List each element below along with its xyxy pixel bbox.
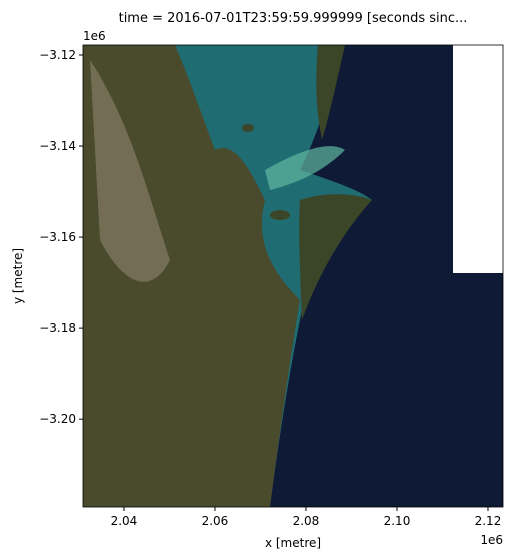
y-tick-label: −3.20: [39, 412, 76, 426]
y-tick-label: −3.18: [39, 321, 76, 335]
satellite-image: [83, 45, 503, 507]
x-tick-label: 2.12: [475, 514, 502, 528]
x-tick-label: 2.08: [293, 514, 320, 528]
y-tick-label: −3.12: [39, 48, 76, 62]
chart-title: time = 2016-07-01T23:59:59.999999 [secon…: [119, 11, 468, 26]
y-axis-label: y [metre]: [11, 248, 25, 304]
x-tick-label: 2.04: [111, 514, 138, 528]
y-offset: 1e6: [83, 29, 106, 43]
x-offset: 1e6: [480, 533, 503, 547]
x-tick-label: 2.10: [384, 514, 411, 528]
x-axis-label: x [metre]: [265, 536, 321, 550]
x-tick-label: 2.06: [202, 514, 229, 528]
axes-frame: [82, 44, 504, 508]
y-tick-label: −3.14: [39, 139, 76, 153]
y-tick-label: −3.16: [39, 230, 76, 244]
